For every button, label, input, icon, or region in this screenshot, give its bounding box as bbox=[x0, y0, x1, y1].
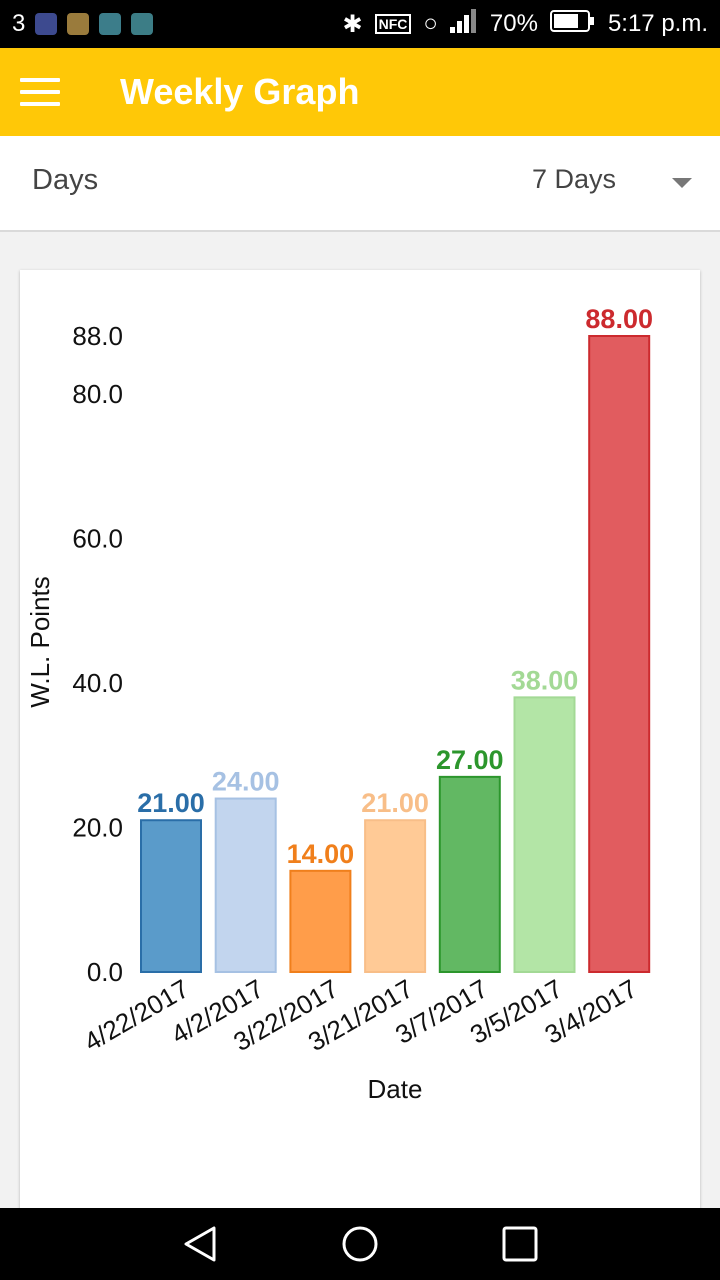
home-icon[interactable] bbox=[342, 1226, 378, 1262]
y-tick-label: 0.0 bbox=[87, 957, 123, 987]
back-icon[interactable] bbox=[182, 1226, 218, 1262]
y-axis-label: W.L. Points bbox=[25, 576, 55, 708]
app-bar: Weekly Graph bbox=[0, 48, 720, 136]
nfc-icon: NFC bbox=[374, 14, 412, 34]
recents-icon[interactable] bbox=[502, 1226, 538, 1262]
hamburger-menu-icon[interactable] bbox=[20, 78, 60, 106]
bar bbox=[438, 775, 501, 974]
bar-value-label: 27.00 bbox=[436, 745, 504, 775]
y-tick-label: 60.0 bbox=[72, 523, 123, 553]
notification-count: 3 bbox=[12, 10, 26, 37]
shield-notification-icon bbox=[131, 13, 154, 35]
bar bbox=[364, 819, 427, 974]
page-title: Weekly Graph bbox=[120, 71, 360, 112]
y-tick-label: 88.0 bbox=[72, 321, 123, 351]
days-label: Days bbox=[32, 164, 99, 196]
y-tick-label: 40.0 bbox=[72, 668, 123, 698]
days-dropdown[interactable]: 7 Days bbox=[532, 158, 692, 206]
days-dropdown-value: 7 Days bbox=[532, 164, 617, 194]
lock-notification-icon bbox=[67, 13, 90, 35]
bluetooth-icon: ✱ bbox=[342, 10, 363, 38]
chart-card: 0.0 20.0 40.0 60.0 80.0 88.0 W.L. Points 21.00 4… bbox=[20, 270, 700, 1230]
bar-value-label: 14.00 bbox=[287, 839, 355, 869]
y-tick-label: 80.0 bbox=[72, 379, 123, 409]
bar-value-label: 24.00 bbox=[212, 767, 280, 797]
bar bbox=[289, 869, 352, 973]
gallery-notification-icon bbox=[99, 13, 122, 35]
battery-percent: 70% bbox=[489, 10, 538, 37]
x-axis-label: Date bbox=[368, 1074, 423, 1104]
bar-value-label: 21.00 bbox=[137, 788, 205, 818]
bar bbox=[214, 797, 277, 974]
bar-value-label: 88.00 bbox=[585, 304, 653, 334]
bar bbox=[140, 819, 202, 974]
bar-value-label: 21.00 bbox=[361, 788, 429, 818]
status-bar-left: 3 bbox=[12, 0, 154, 48]
clock: 5:17 p.m. bbox=[607, 10, 708, 37]
status-bar-right: ✱ NFC ○ 70% 5:17 p.m. bbox=[342, 0, 708, 48]
navigation-bar bbox=[0, 1208, 720, 1280]
bar-value-label: 38.00 bbox=[511, 665, 579, 695]
status-bar: 3 ✱ NFC ○ 70% 5:17 p.m. bbox=[0, 0, 720, 48]
chevron-down-icon bbox=[672, 178, 692, 188]
app-notification-icon bbox=[35, 13, 58, 35]
signal-icon bbox=[449, 8, 478, 40]
days-filter-bar: Days 7 Days bbox=[0, 136, 720, 232]
bar bbox=[513, 696, 576, 973]
alarm-icon: ○ bbox=[423, 10, 438, 37]
bar bbox=[588, 335, 651, 973]
bar-chart: 0.020.040.060.080.088.0W.L. Points21.004… bbox=[25, 304, 653, 1104]
battery-icon bbox=[549, 9, 596, 40]
y-tick-label: 20.0 bbox=[72, 812, 123, 842]
